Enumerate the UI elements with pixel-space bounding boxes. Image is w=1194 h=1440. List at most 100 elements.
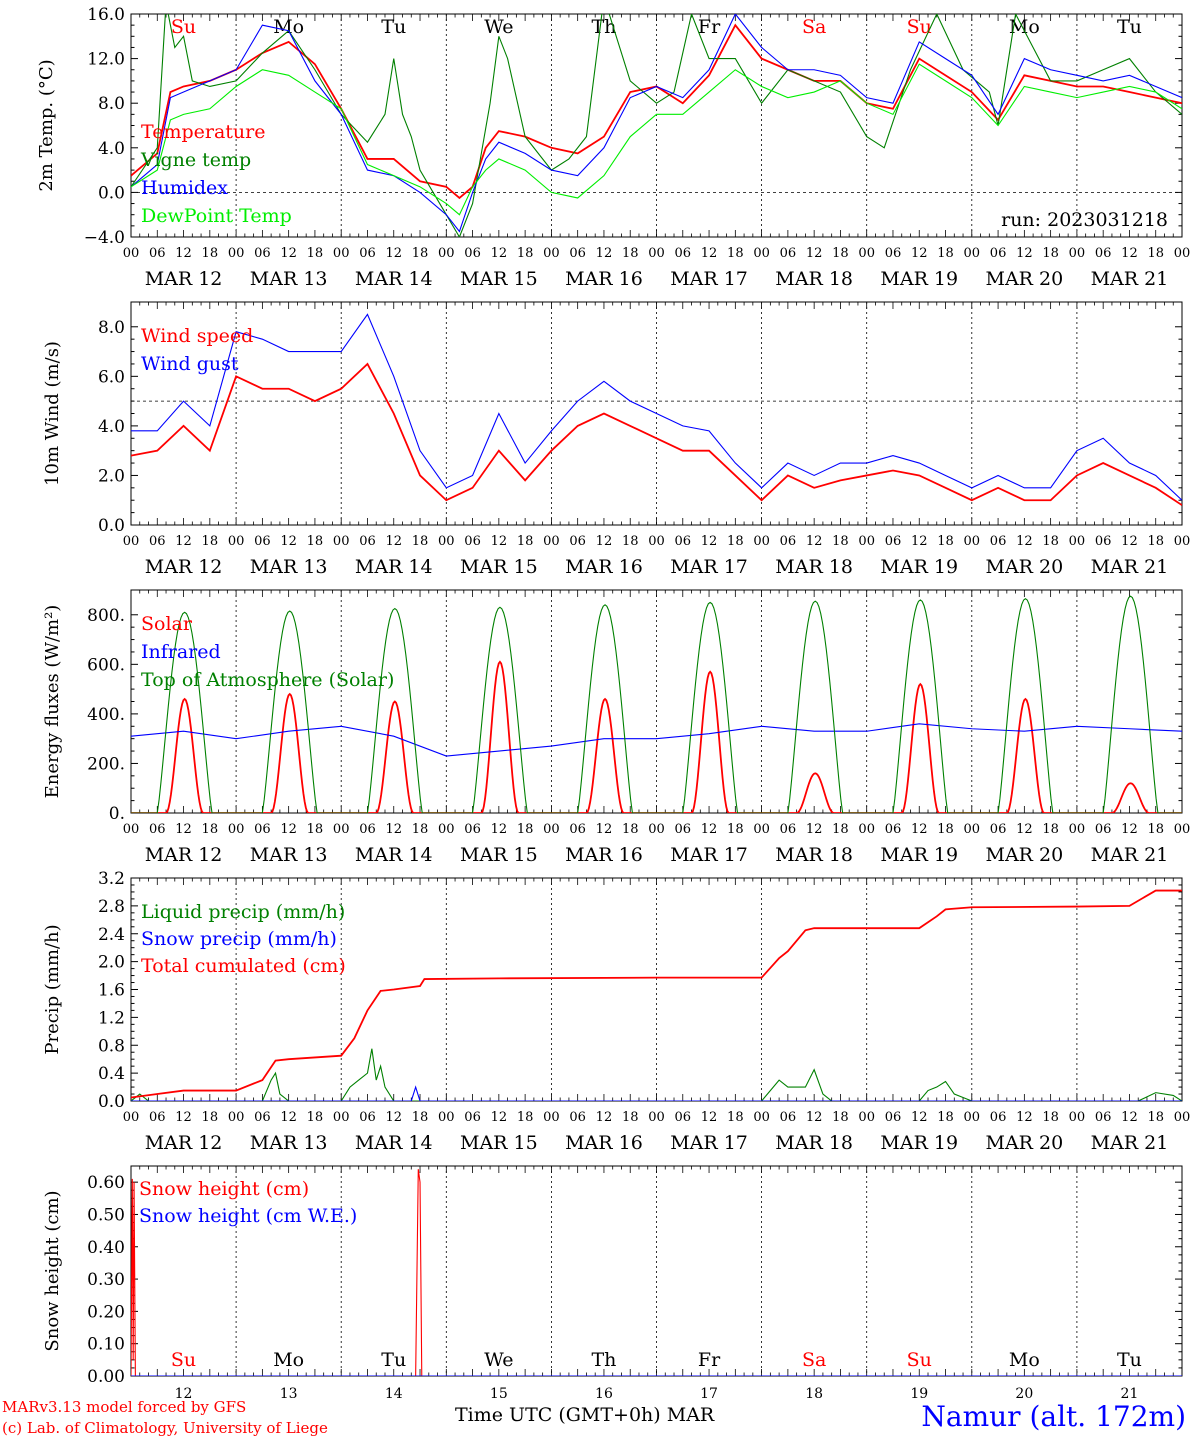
hour-tick-label: 06: [990, 822, 1007, 837]
weekday-label: Su: [171, 16, 196, 38]
hour-tick-label: 06: [149, 822, 166, 837]
y-tick-label: 0.00: [87, 1367, 125, 1387]
hour-tick-label: 18: [517, 534, 534, 549]
hour-tick-label: 12: [701, 1110, 718, 1125]
series-group: [131, 889, 1182, 1101]
legend-entry: Temperature: [141, 121, 265, 143]
day-label: MAR 17: [670, 268, 748, 290]
hour-tick-label: 00: [964, 822, 981, 837]
hour-tick-label: 12: [175, 822, 192, 837]
weekday-label: Tu: [381, 16, 406, 38]
day-label: MAR 12: [145, 268, 223, 290]
hour-tick-label: 12: [911, 534, 928, 549]
hour-tick-label: 06: [359, 534, 376, 549]
day-number-label: 17: [700, 1386, 718, 1402]
hour-tick-label: 18: [202, 534, 219, 549]
y-tick-label: 800.: [87, 606, 125, 626]
weekday-label: Tu: [381, 1349, 406, 1371]
series-group: [131, 313, 1182, 506]
weekday-label: Mo: [273, 1349, 304, 1371]
hour-tick-label: 12: [1121, 246, 1138, 261]
day-label: MAR 20: [985, 1132, 1063, 1154]
hour-tick-label: 18: [937, 822, 954, 837]
legend-entry: Vigne temp: [140, 149, 251, 171]
day-label: MAR 18: [775, 556, 853, 578]
hour-tick-label: 00: [438, 822, 455, 837]
legend-entry: Top of Atmosphere (Solar): [141, 669, 394, 691]
series-line-1: [131, 362, 1182, 506]
hour-tick-label: 06: [1095, 534, 1112, 549]
day-number-label: 12: [175, 1386, 193, 1402]
hour-tick-label: 00: [123, 1110, 140, 1125]
hour-tick-label: 00: [123, 534, 140, 549]
hour-tick-label: 18: [1042, 822, 1059, 837]
hour-tick-label: 18: [307, 246, 324, 261]
hour-tick-label: 00: [228, 246, 245, 261]
hour-tick-label: 12: [280, 534, 297, 549]
hour-tick-label: 06: [675, 822, 692, 837]
day-label: MAR 17: [670, 1132, 748, 1154]
y-tick-label: 2.0: [98, 953, 125, 973]
hour-tick-label: 00: [1069, 534, 1086, 549]
x-axis-month: MAR: [666, 1404, 715, 1426]
hour-tick-label: 00: [964, 1110, 981, 1125]
hour-tick-label: 00: [543, 822, 560, 837]
legend-entry: Wind speed: [141, 325, 253, 347]
hour-tick-label: 06: [569, 1110, 586, 1125]
hour-tick-label: 06: [885, 1110, 902, 1125]
hour-tick-label: 06: [675, 534, 692, 549]
hour-tick-label: 18: [1147, 822, 1164, 837]
hour-tick-label: 00: [648, 1110, 665, 1125]
hour-tick-label: 00: [964, 246, 981, 261]
y-tick-label: 0.4: [98, 1064, 125, 1084]
hour-tick-label: 06: [464, 246, 481, 261]
hour-tick-label: 18: [937, 246, 954, 261]
series-line-3: [131, 595, 1182, 813]
y-tick-label: 0.20: [87, 1302, 125, 1322]
hour-tick-label: 18: [517, 246, 534, 261]
legend-entry: Snow height (cm): [139, 1178, 309, 1200]
y-tick-label: 600.: [87, 655, 125, 675]
hour-tick-label: 06: [569, 534, 586, 549]
hour-tick-label: 00: [1069, 822, 1086, 837]
hour-tick-label: 06: [780, 1110, 797, 1125]
model-credit-line1: MARv3.13 model forced by GFS: [2, 1398, 247, 1416]
series-line-2: [131, 313, 1182, 501]
hour-tick-label: 00: [648, 822, 665, 837]
weekday-label: Su: [171, 1349, 196, 1371]
hour-tick-label: 12: [701, 822, 718, 837]
hour-tick-label: 00: [1174, 1110, 1191, 1125]
day-label: MAR 17: [670, 844, 748, 866]
hour-tick-label: 00: [1069, 246, 1086, 261]
hour-tick-label: 00: [438, 534, 455, 549]
y-tick-label: 16.0: [87, 5, 125, 25]
hour-tick-label: 12: [175, 1110, 192, 1125]
hour-tick-label: 00: [858, 534, 875, 549]
y-tick-label: 2.0: [98, 466, 125, 486]
hour-tick-label: 18: [1042, 534, 1059, 549]
hour-tick-label: 06: [1095, 822, 1112, 837]
hour-tick-label: 06: [149, 1110, 166, 1125]
y-tick-label: 3.2: [98, 869, 125, 889]
series-line-2: [131, 723, 1182, 757]
hour-tick-label: 12: [1016, 246, 1033, 261]
hour-tick-label: 06: [359, 822, 376, 837]
hour-tick-label: 00: [123, 246, 140, 261]
weekday-label: We: [484, 16, 513, 38]
hour-tick-label: 18: [307, 822, 324, 837]
day-label: MAR 14: [355, 1132, 433, 1154]
weekday-label: Fr: [698, 1349, 721, 1371]
hour-tick-label: 12: [1121, 1110, 1138, 1125]
day-label: MAR 13: [250, 268, 328, 290]
hour-tick-label: 00: [438, 246, 455, 261]
hour-tick-label: 00: [753, 1110, 770, 1125]
hour-tick-label: 00: [648, 246, 665, 261]
hour-tick-label: 12: [1121, 534, 1138, 549]
hour-tick-label: 00: [1174, 534, 1191, 549]
hour-tick-label: 00: [543, 534, 560, 549]
hour-tick-label: 12: [491, 534, 508, 549]
hour-tick-label: 00: [858, 1110, 875, 1125]
hour-tick-label: 06: [464, 1110, 481, 1125]
hour-tick-label: 06: [675, 1110, 692, 1125]
panel-1: −4.0 0.0 4.0 8.0 12.0 16.0 2m Temp. (°C) 00 06 12…: [36, 5, 1190, 290]
